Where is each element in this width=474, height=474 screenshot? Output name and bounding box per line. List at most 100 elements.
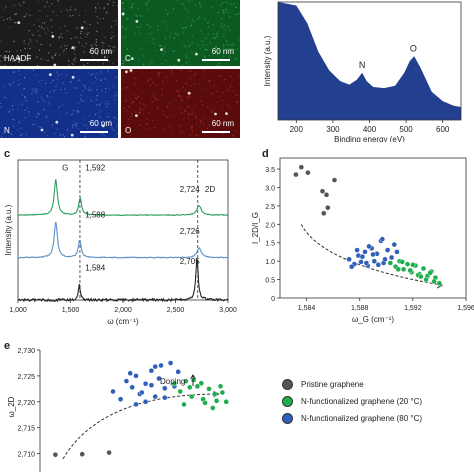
tile-speck xyxy=(149,78,152,80)
tile-speck xyxy=(191,42,193,44)
data-point xyxy=(194,383,201,389)
tile-speck xyxy=(107,116,109,118)
tile-speck xyxy=(131,72,133,74)
tile-speck xyxy=(96,30,98,32)
tile-speck xyxy=(200,30,202,32)
tile-speck xyxy=(132,101,134,103)
tile-speck xyxy=(23,16,25,18)
tile-speck xyxy=(233,135,235,138)
tile-speck xyxy=(219,75,221,77)
tile-speck xyxy=(39,35,41,37)
tile-speck xyxy=(40,126,42,128)
tile-bright-spot xyxy=(177,58,181,62)
tile-speck xyxy=(24,117,26,119)
tile-speck xyxy=(66,129,69,131)
tile-speck xyxy=(143,63,145,66)
tile-speck xyxy=(184,45,186,47)
tile-speck xyxy=(216,54,218,56)
tile-speck xyxy=(136,98,138,100)
tile-bright-spot xyxy=(121,12,125,16)
tile-speck xyxy=(148,33,150,35)
tile-speck xyxy=(97,22,99,24)
tile-speck xyxy=(185,46,187,48)
tile-bright-spot xyxy=(125,70,128,74)
tile-speck xyxy=(218,63,220,65)
tile-speck xyxy=(238,39,240,41)
tile-speck xyxy=(128,106,130,108)
tile-speck xyxy=(29,38,31,40)
tile-speck xyxy=(213,108,215,110)
tile-speck xyxy=(71,62,73,64)
tile-speck xyxy=(105,11,108,13)
data-point xyxy=(177,388,183,395)
tile-speck xyxy=(18,3,20,5)
tile-speck xyxy=(0,60,2,62)
tile-speck xyxy=(229,86,231,88)
tile-speck xyxy=(199,120,201,122)
tile-speck xyxy=(37,30,39,32)
data-point xyxy=(183,378,189,384)
tile-speck xyxy=(150,84,152,87)
tile-speck xyxy=(156,50,158,52)
tile-speck xyxy=(80,32,82,35)
data-point xyxy=(213,398,220,404)
tile-speck xyxy=(145,128,147,130)
tile-speck xyxy=(113,129,115,131)
tile-speck xyxy=(87,63,89,65)
tile-speck xyxy=(130,99,132,101)
tile-speck xyxy=(217,65,219,66)
tile-speck xyxy=(182,27,184,29)
tile-speck xyxy=(106,12,108,14)
tile-speck xyxy=(75,60,77,63)
tile-speck xyxy=(60,46,62,48)
tile-speck xyxy=(222,91,224,93)
tile-speck xyxy=(122,26,124,28)
tile-speck xyxy=(163,53,165,55)
tile-speck xyxy=(71,127,74,129)
tile-speck xyxy=(113,95,116,97)
tile-speck xyxy=(202,69,204,71)
tile-speck xyxy=(32,34,34,36)
tile-speck xyxy=(145,42,147,44)
tile-speck xyxy=(126,48,128,50)
tile-speck xyxy=(234,2,236,4)
tile-speck xyxy=(73,49,75,52)
tile-speck xyxy=(4,64,6,66)
plot-frame xyxy=(279,157,467,299)
tile-speck xyxy=(176,80,178,82)
tile-speck xyxy=(78,111,80,113)
tile-speck xyxy=(221,79,223,81)
tile-speck xyxy=(3,85,5,87)
tile-speck xyxy=(227,25,229,27)
tile-speck xyxy=(59,54,61,56)
tile-speck xyxy=(84,100,86,102)
tile-c-scalebar xyxy=(202,59,230,61)
tile-speck xyxy=(60,73,62,75)
tile-speck xyxy=(165,9,167,11)
tile-speck xyxy=(66,44,68,46)
tile-speck xyxy=(73,59,75,61)
tile-speck xyxy=(170,70,172,72)
tile-speck xyxy=(111,31,113,33)
tile-speck xyxy=(211,92,213,94)
tile-speck xyxy=(40,58,42,60)
data-point xyxy=(325,205,331,211)
tile-speck xyxy=(204,55,206,57)
tile-speck xyxy=(201,40,203,42)
tile-speck xyxy=(97,121,99,123)
tile-speck xyxy=(229,29,231,32)
tile-speck xyxy=(186,56,188,58)
tile-speck xyxy=(106,120,108,123)
tile-speck xyxy=(221,133,223,135)
y-tick-label: 2,710 xyxy=(17,452,35,459)
tile-speck xyxy=(170,126,172,128)
tile-speck xyxy=(225,128,227,130)
tile-speck xyxy=(222,10,224,12)
y-tick-label: 2.5 xyxy=(265,204,275,211)
tile-speck xyxy=(52,90,54,92)
x-tick-label: 3,000 xyxy=(219,307,237,314)
tile-speck xyxy=(19,55,21,57)
data-point xyxy=(404,261,411,267)
tile-speck xyxy=(13,125,15,127)
tile-speck xyxy=(0,106,2,108)
